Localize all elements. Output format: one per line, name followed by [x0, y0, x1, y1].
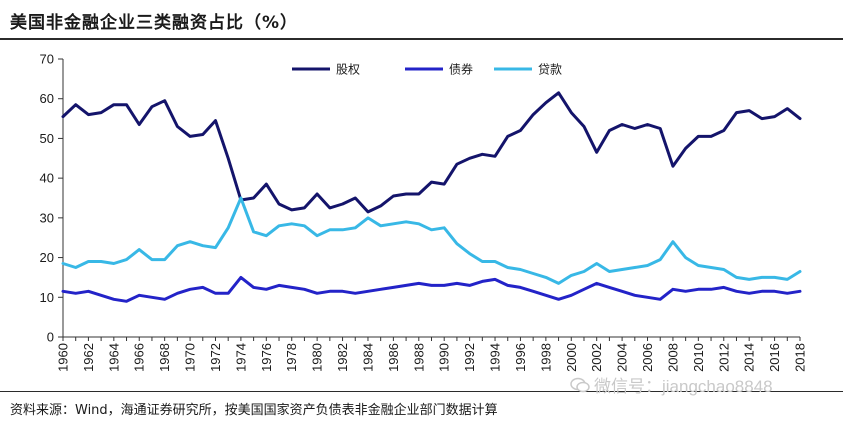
x-tick-label: 1990: [437, 343, 452, 372]
x-tick-label: 1962: [81, 343, 96, 372]
x-tick-label: 1994: [488, 343, 503, 372]
y-tick-label: 60: [40, 91, 54, 106]
x-tick-label: 1992: [462, 343, 477, 372]
x-tick-label: 1964: [106, 343, 121, 372]
x-tick-label: 1976: [259, 343, 274, 372]
series-line-loan: [61, 196, 802, 285]
x-tick-label: 2000: [564, 343, 579, 372]
legend-label-equity: 股权: [336, 63, 360, 77]
x-tick-label: 2006: [640, 343, 655, 372]
watermark: 微信号：jiangchao8848: [570, 372, 773, 397]
y-tick-label: 20: [40, 250, 54, 265]
x-tick-label: 1970: [183, 343, 198, 372]
legend-label-bond: 债券: [449, 62, 473, 77]
title-divider: [0, 38, 843, 40]
wechat-icon: [570, 377, 590, 392]
x-tick-label: 1978: [284, 343, 299, 372]
x-tick-label: 1974: [233, 343, 248, 372]
y-tick-label: 70: [40, 52, 54, 67]
x-tick-label: 1972: [208, 343, 223, 372]
chart-title: 美国非金融企业三类融资占比（%）: [10, 13, 299, 33]
x-tick-label: 1980: [310, 343, 325, 372]
x-tick-label: 1982: [335, 343, 350, 372]
x-tick-label: 1998: [538, 343, 553, 372]
x-tick-label: 2018: [793, 343, 808, 372]
x-tick-label: 2004: [615, 343, 630, 372]
y-tick-label: 40: [40, 171, 54, 186]
x-tick-label: 2002: [589, 343, 604, 372]
series-line-equity: [61, 91, 802, 214]
legend-label-loan: 贷款: [538, 63, 562, 77]
footer-divider: [0, 391, 843, 392]
x-tick-label: 1960: [56, 343, 71, 372]
y-tick-label: 0: [47, 330, 54, 345]
x-tick-label: 1996: [513, 343, 528, 372]
y-tick-label: 10: [40, 290, 54, 305]
x-tick-label: 1988: [411, 343, 426, 372]
x-tick-label: 2014: [742, 343, 757, 372]
y-tick-label: 50: [40, 131, 54, 146]
x-tick-label: 1966: [132, 343, 147, 372]
x-tick-label: 1984: [360, 343, 375, 372]
line-chart: 0 10 20 30 40 50 60 70 1960 1962 1964 1966 1968 1970 1…: [40, 52, 808, 372]
watermark-text: 微信号：jiangchao8848: [594, 377, 773, 396]
x-tick-label: 1986: [386, 343, 401, 372]
x-tick-label: 2010: [691, 343, 706, 372]
x-tick-label: 2012: [716, 343, 731, 372]
x-tick-label: 2008: [665, 343, 680, 372]
y-tick-label: 30: [40, 210, 54, 225]
chart-area: 0 10 20 30 40 50 60 70 1960 1962 1964 1966 1968 1970 1…: [0, 40, 843, 390]
x-tick-label: 1968: [157, 343, 172, 372]
x-tick-label: 2016: [767, 343, 782, 372]
series-line-bond: [61, 275, 802, 303]
source-note: 资料来源：Wind，海通证券研究所，按美国国家资产负债表非金融企业部门数据计算: [10, 403, 498, 418]
